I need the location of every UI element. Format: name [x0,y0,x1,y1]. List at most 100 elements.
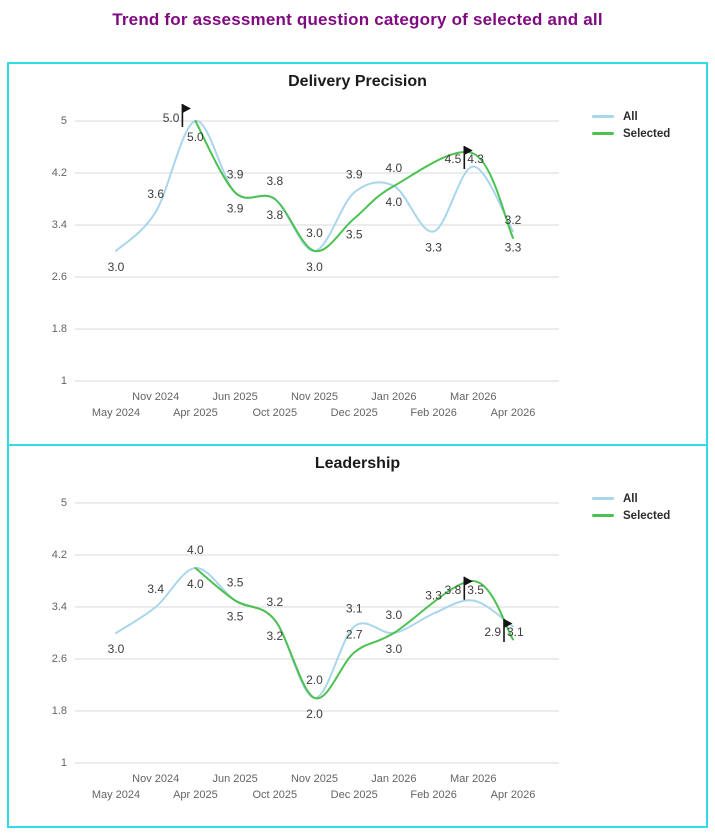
x-axis-tick-label: Apr 2025 [173,789,218,801]
charts-container: 5 4.2 3.4 2.6 1.8 1 May 2024 Nov 2024 Apr 2025 Ju… [0,62,715,828]
data-label: 3.9 [227,202,244,216]
data-label: 3.6 [147,187,164,201]
data-label: 2.0 [306,707,323,721]
data-label: 4.3 [467,152,484,166]
data-label: 2.9 [484,625,501,639]
x-axis-tick-label: Mar 2026 [450,773,496,785]
leadership-line-chart: 5 4.2 3.4 2.6 1.8 1 May 2024 Nov 2024 Apr 2025 Ju… [52,497,559,801]
y-axis-tick-label: 1.8 [52,705,67,717]
data-label: 3.2 [266,629,283,643]
series-line-selected [194,120,514,253]
legend-label-all: All [623,492,638,505]
data-label: 4.0 [187,543,204,557]
series-line-selected [194,567,514,700]
data-label: 3.0 [108,260,125,274]
flag-icon [182,104,191,113]
x-axis-tick-label: Nov 2024 [132,773,179,785]
x-axis-tick-label: May 2024 [92,789,140,801]
flag-icon [504,619,513,628]
x-axis-tick-label: Dec 2025 [331,789,378,801]
data-label: 3.8 [445,583,462,597]
data-label: 3.9 [227,168,244,182]
y-axis-tick-label: 3.4 [52,219,67,231]
legend: All Selected [592,108,670,142]
page-header: Trend for assessment question category o… [0,0,715,62]
legend-label-selected: Selected [623,509,671,522]
chart-title-delivery-precision: Delivery Precision [288,73,427,90]
data-label: 3.4 [147,582,164,596]
data-label: 3.8 [266,208,283,222]
data-label: 3.0 [108,642,125,656]
delivery-precision-line-chart: 5 4.2 3.4 2.6 1.8 1 May 2024 Nov 2024 Apr 2025 Ju… [52,104,559,419]
x-axis-tick-label: Oct 2025 [252,407,297,419]
x-axis-tick-label: Nov 2024 [132,391,179,403]
data-label: 4.0 [386,161,403,175]
data-label: 3.8 [266,174,283,188]
data-label: 3.3 [425,241,442,255]
data-label: 3.1 [507,625,524,639]
data-label: 2.0 [306,673,323,687]
x-axis-tick-label: Nov 2025 [291,773,338,785]
data-label: 3.5 [346,228,363,242]
data-label: 3.0 [386,608,403,622]
x-axis-tick-label: Jan 2026 [371,391,416,403]
y-axis-tick-label: 5 [61,115,67,127]
data-label: 3.5 [227,576,244,590]
data-label: 3.5 [227,610,244,624]
x-axis-tick-label: Apr 2026 [491,789,536,801]
data-label: 4.0 [386,195,403,209]
all-line-swatch-icon [592,497,614,500]
x-axis-tick-label: May 2024 [92,407,140,419]
data-label: 3.0 [306,226,323,240]
data-label: 3.2 [505,213,522,227]
flag-icon [464,576,473,586]
data-label: 3.1 [346,602,363,616]
x-axis-tick-label: Dec 2025 [331,407,378,419]
page-title: Trend for assessment question category o… [112,10,603,29]
data-label: 2.7 [346,628,363,642]
y-axis-tick-label: 1 [61,757,67,769]
legend-label-all: All [623,110,638,123]
x-axis-tick-label: Feb 2026 [410,789,456,801]
x-axis-tick-label: Jan 2026 [371,773,416,785]
y-axis-tick-label: 1 [61,375,67,387]
x-axis-tick-label: Jun 2025 [212,773,257,785]
x-axis-tick-label: Jun 2025 [212,391,257,403]
legend-item-all[interactable]: All [592,108,670,125]
selected-line-swatch-icon [592,514,614,517]
legend-item-selected[interactable]: Selected [592,125,670,142]
y-axis-tick-label: 4.2 [52,167,67,179]
data-label: 3.0 [306,260,323,274]
x-axis-tick-label: Mar 2026 [450,391,496,403]
data-label: 3.3 [425,589,442,603]
chart-panel-leadership: 5 4.2 3.4 2.6 1.8 1 May 2024 Nov 2024 Apr 2025 Ju… [7,444,708,828]
data-label: 3.0 [386,642,403,656]
y-axis-tick-label: 2.6 [52,653,67,665]
x-axis-tick-label: Apr 2026 [491,407,536,419]
y-axis-tick-label: 1.8 [52,323,67,335]
legend: All Selected [592,490,670,524]
chart-panel-delivery-precision: 5 4.2 3.4 2.6 1.8 1 May 2024 Nov 2024 Apr 2025 Ju… [7,62,708,446]
legend-item-selected[interactable]: Selected [592,507,670,524]
all-line-swatch-icon [592,115,614,118]
x-axis-tick-label: Feb 2026 [410,407,456,419]
y-axis-tick-label: 2.6 [52,271,67,283]
data-label: 3.3 [505,241,522,255]
selected-line-swatch-icon [592,132,614,135]
data-label: 5.0 [187,130,204,144]
data-label: 3.5 [467,583,484,597]
data-label: 5.0 [163,111,180,125]
chart-title-leadership: Leadership [314,455,401,472]
data-label: 4.5 [445,152,462,166]
y-axis-tick-label: 4.2 [52,549,67,561]
data-label: 4.0 [187,577,204,591]
legend-label-selected: Selected [623,127,671,140]
x-axis-tick-label: Oct 2025 [252,789,297,801]
legend-item-all[interactable]: All [592,490,670,507]
y-axis-tick-label: 3.4 [52,601,67,613]
y-axis-tick-label: 5 [61,497,67,509]
x-axis-tick-label: Apr 2025 [173,407,218,419]
flag-icon [464,146,473,155]
data-label: 3.2 [266,595,283,609]
x-axis-tick-label: Nov 2025 [291,391,338,403]
